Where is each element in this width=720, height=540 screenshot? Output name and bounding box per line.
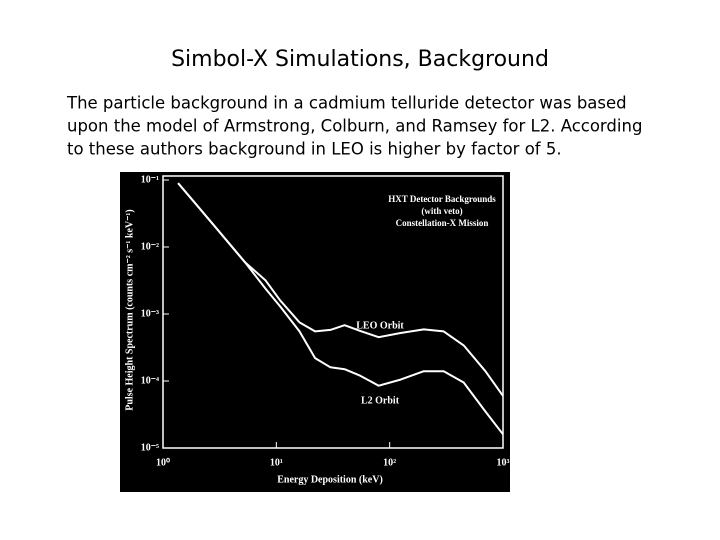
- y-tick-label: 10⁻¹: [141, 174, 159, 185]
- y-tick-label: 10⁻²: [141, 241, 159, 252]
- data-line: [177, 182, 504, 435]
- series-label: L2 Orbit: [361, 395, 400, 406]
- slide-title: Simbol-X Simulations, Background: [171, 47, 549, 72]
- x-axis-label: Energy Deposition (keV): [277, 474, 383, 485]
- y-tick-label: 10⁻⁵: [141, 442, 159, 453]
- x-tick-label: 10¹: [270, 457, 283, 468]
- y-axis-label: Pulse Height Spectrum (counts cm⁻² s⁻¹ k…: [124, 209, 135, 410]
- annotation: Constellation-X Mission: [396, 218, 489, 228]
- x-tick-label: 10²: [383, 457, 396, 468]
- body-line: The particle background in a cadmium tel…: [66, 94, 627, 113]
- series-label: LEO Orbit: [356, 320, 404, 331]
- body-line: to these authors background in LEO is hi…: [67, 140, 562, 159]
- y-tick-label: 10⁻³: [141, 308, 159, 319]
- x-tick-label: 10⁰: [156, 457, 170, 468]
- annotation: (with veto): [421, 206, 462, 216]
- annotation: HXT Detector Backgrounds: [388, 194, 496, 204]
- plot-frame: [162, 175, 504, 449]
- body-line: upon the model of Armstrong, Colburn, an…: [67, 117, 642, 136]
- y-tick-label: 10⁻⁴: [141, 375, 159, 386]
- x-tick-label: 10³: [497, 457, 510, 468]
